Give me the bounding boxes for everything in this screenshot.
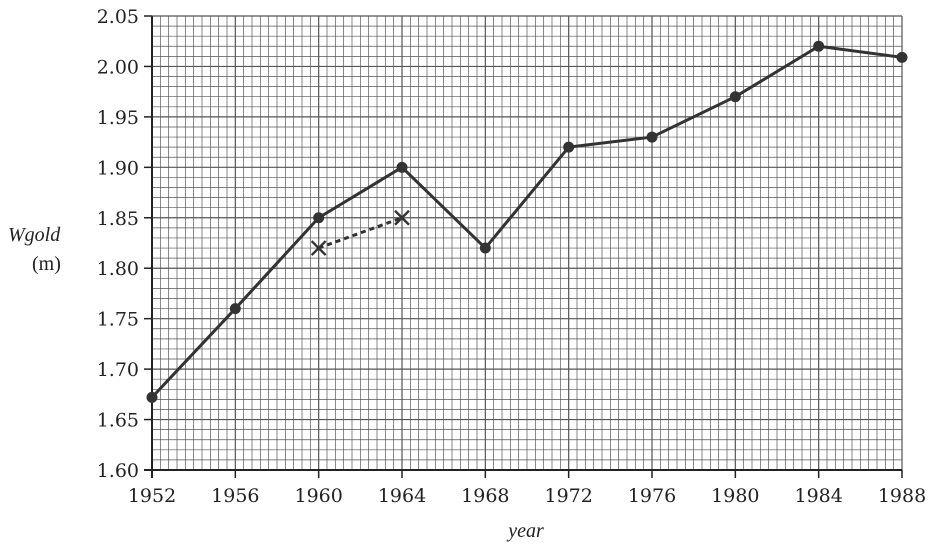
data-point-cross [394, 209, 410, 226]
data-point-dot [229, 303, 241, 315]
y-axis-label: Wgold [8, 224, 61, 246]
data-point-dot [646, 131, 658, 143]
y-tick-label: 1.80 [97, 258, 139, 280]
y-tick-label: 2.00 [97, 56, 139, 78]
y-tick-label: 1.70 [97, 359, 139, 381]
x-tick-label: 1988 [878, 485, 926, 507]
series-line-solid [150, 44, 903, 399]
y-tick-label: 1.65 [97, 410, 139, 432]
x-tick-label: 1960 [294, 485, 342, 507]
data-point-dot [563, 141, 575, 153]
x-tick-label: 1972 [544, 485, 592, 507]
series-line-dashed [318, 216, 403, 250]
x-tick-label: 1952 [128, 485, 176, 507]
x-tick-label: 1964 [378, 485, 426, 507]
data-point-cross [310, 240, 327, 256]
data-point-dot [813, 40, 825, 52]
data-point-dot [146, 391, 158, 403]
y-tick-label: 1.60 [97, 460, 139, 482]
x-tick-labels: 1952 1956 1960 1964 1968 1972 1976 1980 1984 1988 [128, 470, 926, 507]
x-tick-label: 1956 [211, 485, 259, 507]
y-tick-label: 2.05 [97, 6, 139, 28]
x-tick-label: 1980 [711, 485, 759, 507]
y-tick-label: 1.90 [97, 157, 139, 179]
chart-series [146, 40, 908, 403]
x-tick-label: 1968 [461, 485, 509, 507]
data-point-dot [396, 161, 408, 173]
data-point-dot [479, 242, 491, 254]
chart-axes [144, 16, 902, 478]
y-tick-label: 1.85 [97, 208, 139, 230]
y-tick-label: 1.75 [97, 309, 139, 331]
y-tick-labels: 1.60 1.65 1.70 1.75 1.80 1.85 1.90 1.95 2.00 2.05 [97, 6, 152, 482]
data-point-dot [896, 51, 908, 63]
data-point-dot [313, 212, 325, 224]
x-tick-label: 1976 [628, 485, 676, 507]
x-tick-label: 1984 [794, 485, 842, 507]
x-axis-label: year [506, 520, 544, 542]
y-tick-label: 1.95 [97, 107, 139, 129]
y-axis-unit: (m) [32, 253, 61, 275]
chart-grid [151, 15, 903, 471]
data-point-dot [729, 91, 741, 103]
